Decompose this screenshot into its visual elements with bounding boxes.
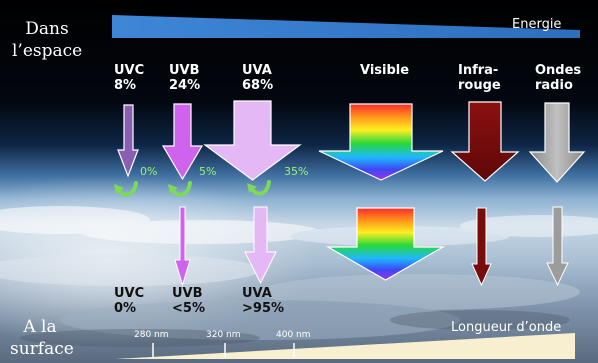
uva-absorption-arrowhead (247, 183, 257, 193)
uvc-surface-name: UVC (114, 286, 145, 301)
uva-space-label: UVA 68% (242, 63, 273, 93)
uvb-surface-name: UVB (172, 286, 203, 301)
infrared-name-line2: rouge (458, 78, 501, 93)
tick-label-320: 320 nm (206, 330, 241, 340)
infrared-space-arrow (450, 101, 520, 182)
cloud-shadows (20, 310, 570, 347)
uvc-surface-percent: 0% (114, 301, 137, 316)
radio-name-line1: Ondes (535, 63, 582, 78)
uvc-space-arrow (117, 104, 139, 178)
radio-label: Ondes radio (535, 63, 581, 93)
radio-name-line2: radio (535, 78, 573, 93)
infrared-surface-arrow (471, 207, 492, 287)
space-title-line1: Dans (25, 19, 69, 39)
uva-surface-name: UVA (242, 286, 272, 301)
uvb-space-arrow (161, 103, 204, 181)
uva-surface-arrow (244, 206, 277, 285)
uva-space-percent: 68% (242, 78, 274, 93)
visible-label: Visible (360, 63, 409, 78)
uvb-surface-percent: <5% (172, 301, 205, 316)
uva-absorption-arrow (250, 180, 271, 196)
uvc-space-label: UVC 8% (114, 63, 144, 93)
surface-title-line1: A la (23, 317, 57, 337)
visible-surface-arrow (325, 207, 446, 281)
uvb-absorbed-percent: 5% (199, 165, 217, 178)
visible-name: Visible (360, 63, 410, 78)
uvb-space-percent: 24% (169, 78, 201, 93)
radio-space-arrow (528, 102, 586, 183)
energy-wedge (112, 15, 580, 38)
radio-surface-arrow (546, 206, 569, 287)
uvb-absorption-arrow (171, 181, 192, 197)
surface-title: A la surface (10, 316, 74, 360)
infrared-name-line1: Infra- (458, 63, 499, 78)
uvc-space-percent: 8% (114, 78, 137, 93)
infrared-label: Infra- rouge (458, 63, 501, 93)
wavelength-label: Longueur d’onde (451, 320, 562, 335)
uvc-space-name: UVC (114, 63, 145, 78)
uvc-absorption-arrowhead (114, 184, 124, 194)
uvb-absorption-arrowhead (168, 184, 178, 194)
tick-label-280: 280 nm (134, 330, 169, 340)
uvc-absorption-arrow (117, 181, 138, 197)
uvc-absorbed-percent: 0% (140, 165, 158, 178)
wavelength-wedge (115, 333, 575, 359)
uvb-surface-label: UVB <5% (172, 286, 205, 316)
uva-absorbed-percent: 35% (284, 165, 309, 178)
space-title-line2: l’espace (12, 41, 83, 61)
uva-surface-label: UVA >95% (242, 286, 284, 316)
uva-space-arrow (203, 100, 302, 181)
uvb-space-label: UVB 24% (169, 63, 200, 93)
energy-label: Energie (512, 17, 562, 32)
uva-surface-percent: >95% (242, 301, 285, 316)
cloud-layer (0, 206, 598, 340)
uvb-surface-arrow (174, 206, 191, 287)
space-title: Dans l’espace (12, 18, 82, 62)
uvb-space-name: UVB (169, 63, 200, 78)
uvc-surface-label: UVC 0% (114, 286, 144, 316)
surface-title-line2: surface (10, 339, 74, 359)
tick-label-400: 400 nm (276, 330, 311, 340)
uva-space-name: UVA (242, 63, 272, 78)
visible-space-arrow (318, 103, 444, 181)
